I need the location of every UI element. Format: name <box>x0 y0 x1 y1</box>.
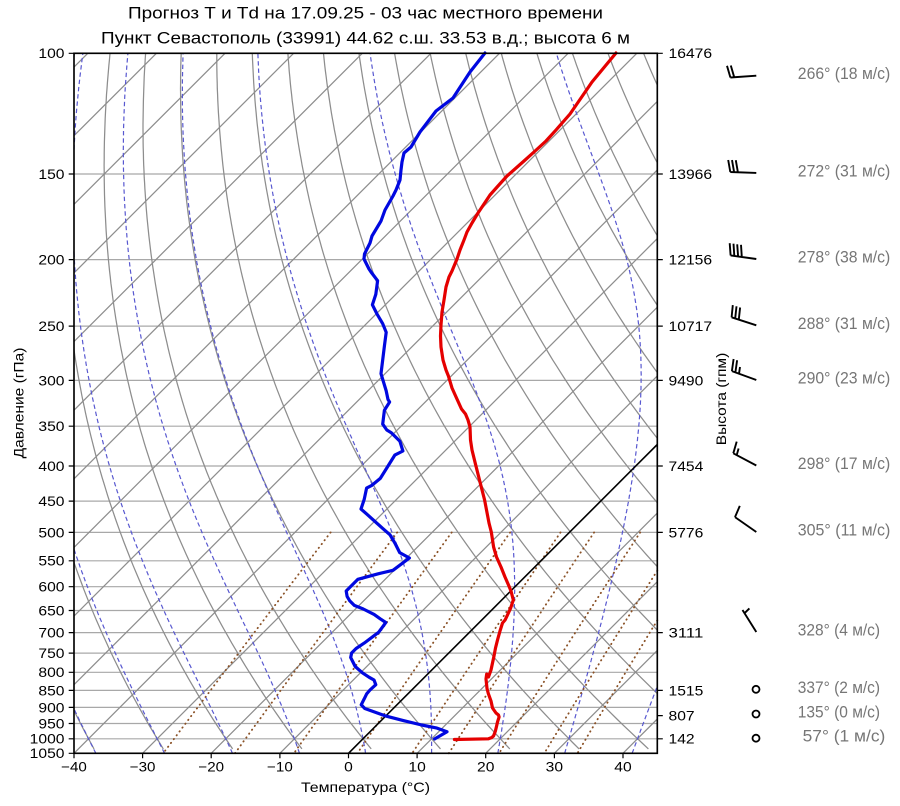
svg-text:Высота (гпм): Высота (гпм) <box>713 353 729 446</box>
svg-text:7454: 7454 <box>669 459 704 474</box>
svg-text:500: 500 <box>38 525 65 540</box>
svg-text:−20: −20 <box>198 760 224 775</box>
svg-text:10: 10 <box>408 760 426 775</box>
svg-text:450: 450 <box>38 494 65 509</box>
svg-text:350: 350 <box>38 419 65 434</box>
svg-text:750: 750 <box>38 646 65 661</box>
svg-text:16476: 16476 <box>669 46 713 61</box>
svg-text:266° (18 м/с): 266° (18 м/с) <box>798 65 891 83</box>
svg-text:57° (1 м/с): 57° (1 м/с) <box>798 728 886 746</box>
svg-text:−40: −40 <box>61 760 87 775</box>
svg-text:Температура (°C): Температура (°C) <box>301 779 430 795</box>
svg-text:0: 0 <box>344 760 353 775</box>
svg-text:272° (31 м/с): 272° (31 м/с) <box>798 162 891 180</box>
svg-text:Давление (гПа): Давление (гПа) <box>11 348 27 459</box>
svg-text:9490: 9490 <box>669 373 704 388</box>
svg-text:300: 300 <box>38 373 65 388</box>
svg-text:13966: 13966 <box>669 167 713 182</box>
svg-text:20: 20 <box>477 760 495 775</box>
svg-text:900: 900 <box>38 700 65 715</box>
svg-text:807: 807 <box>669 709 695 724</box>
svg-text:Прогноз Т и Td на 17.09.25 - 0: Прогноз Т и Td на 17.09.25 - 03 час мест… <box>128 3 603 22</box>
svg-text:10717: 10717 <box>669 319 713 334</box>
svg-text:−30: −30 <box>130 760 156 775</box>
svg-text:1515: 1515 <box>669 683 704 698</box>
svg-text:950: 950 <box>38 716 65 731</box>
svg-text:200: 200 <box>38 253 65 268</box>
svg-text:305° (11 м/с): 305° (11 м/с) <box>798 522 891 540</box>
svg-text:250: 250 <box>38 319 65 334</box>
svg-text:298° (17 м/с): 298° (17 м/с) <box>798 455 891 473</box>
svg-text:550: 550 <box>38 554 65 569</box>
svg-text:3111: 3111 <box>669 626 704 641</box>
svg-text:600: 600 <box>38 580 65 595</box>
svg-text:−10: −10 <box>267 760 293 775</box>
svg-text:400: 400 <box>38 459 65 474</box>
svg-text:337° (2 м/с): 337° (2 м/с) <box>798 679 880 697</box>
svg-text:800: 800 <box>38 665 65 680</box>
svg-text:700: 700 <box>38 626 65 641</box>
svg-text:Пункт Севастополь (33991) 44.6: Пункт Севастополь (33991) 44.62 с.ш. 33.… <box>101 29 630 48</box>
svg-text:1000: 1000 <box>30 732 65 747</box>
svg-text:150: 150 <box>38 167 65 182</box>
svg-text:288° (31 м/с): 288° (31 м/с) <box>798 315 891 333</box>
svg-text:30: 30 <box>546 760 564 775</box>
svg-text:5776: 5776 <box>669 525 704 540</box>
svg-text:142: 142 <box>669 732 695 747</box>
svg-text:328° (4 м/с): 328° (4 м/с) <box>798 622 880 640</box>
svg-text:40: 40 <box>614 760 632 775</box>
svg-text:135° (0 м/с): 135° (0 м/с) <box>798 704 880 722</box>
svg-text:12156: 12156 <box>669 253 713 268</box>
svg-text:278° (38 м/с): 278° (38 м/с) <box>798 249 891 267</box>
svg-text:100: 100 <box>38 46 65 61</box>
svg-text:290° (23 м/с): 290° (23 м/с) <box>798 370 891 388</box>
svg-text:650: 650 <box>38 603 65 618</box>
svg-text:850: 850 <box>38 683 65 698</box>
svg-text:1050: 1050 <box>30 746 65 761</box>
